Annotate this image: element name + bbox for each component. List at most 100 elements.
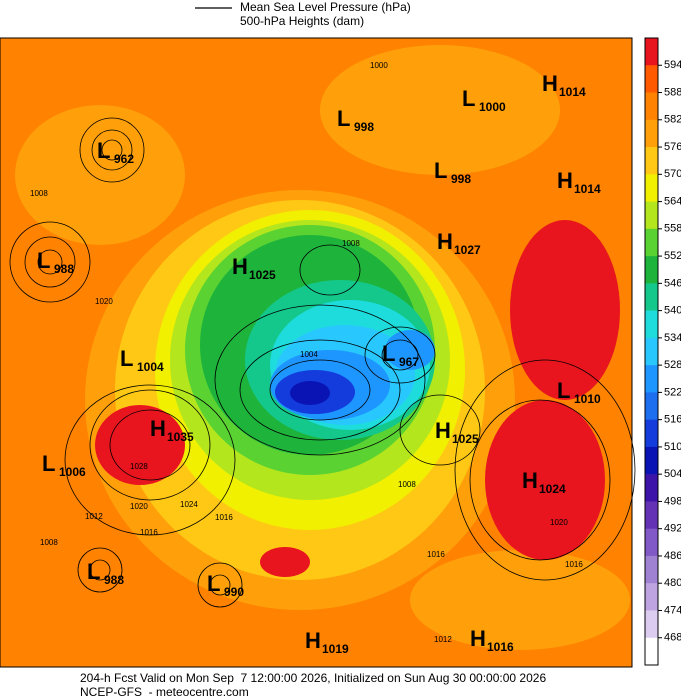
- colorbar-label: 504: [664, 468, 681, 480]
- center-value: 1027: [454, 243, 481, 257]
- colorbar-cell: [645, 528, 658, 557]
- colorbar-label: 570: [664, 168, 681, 180]
- height-field: [15, 105, 185, 245]
- center-value: 1004: [137, 360, 164, 374]
- center-value: 962: [114, 152, 134, 166]
- colorbar-label: 582: [664, 114, 681, 126]
- height-field: [485, 400, 605, 560]
- center-letter: L: [37, 248, 50, 273]
- center-value: 1025: [452, 432, 479, 446]
- center-letter: H: [435, 418, 451, 443]
- colorbar-label: 474: [664, 604, 681, 616]
- center-value: 990: [224, 585, 244, 599]
- colorbar-cell: [645, 392, 658, 420]
- center-letter: H: [437, 229, 453, 254]
- colorbar-label: 552: [664, 250, 681, 262]
- colorbar-cell: [645, 92, 658, 121]
- height-field: [510, 220, 620, 400]
- center-letter: H: [557, 168, 573, 193]
- map: [0, 37, 636, 668]
- colorbar-cell: [645, 610, 658, 639]
- map-frame: [0, 37, 633, 668]
- center-letter: L: [97, 138, 110, 163]
- colorbar-label: 558: [664, 223, 681, 235]
- colorbar-cell: [645, 583, 658, 611]
- center-letter: L: [207, 571, 220, 596]
- center-value: 1014: [574, 182, 601, 196]
- colorbar-cell: [645, 174, 658, 202]
- center-value: 1010: [574, 392, 601, 406]
- center-letter: L: [382, 341, 395, 366]
- colorbar-cell: [645, 555, 658, 584]
- center-value: 998: [451, 172, 471, 186]
- center-letter: H: [150, 416, 166, 441]
- colorbar: 594 588 582 576 570 564 558 552 546 540 534 528 522 5…: [644, 37, 681, 666]
- center-letter: H: [305, 628, 321, 653]
- colorbar-label: 564: [664, 195, 681, 207]
- center-letter: L: [337, 106, 350, 131]
- footer: NCEP-GFS - meteocentre.com: [80, 685, 249, 699]
- center-letter: L: [87, 559, 100, 584]
- isobar-label: 1016: [215, 513, 233, 522]
- colorbar-label: 468: [664, 632, 681, 644]
- center-value: 1016: [487, 640, 514, 654]
- isobar-label: 1004: [300, 350, 318, 359]
- isobar-label: 1008: [398, 480, 416, 489]
- colorbar-cell: [645, 310, 658, 339]
- isobar-label: 1016: [427, 550, 445, 559]
- isobar-label: 1008: [30, 189, 48, 198]
- height-field: [410, 550, 630, 650]
- colorbar-cell: [645, 446, 658, 475]
- footer: 204-h Fcst Valid on Mon Sep 7 12:00:00 2…: [80, 671, 546, 685]
- center-value: 1014: [559, 85, 586, 99]
- center-value: 967: [399, 355, 419, 369]
- isobar-label: 1020: [550, 518, 568, 527]
- isobar-label: 1012: [85, 512, 103, 521]
- center-value: 1019: [322, 642, 349, 656]
- height-field: [320, 45, 560, 175]
- colorbar-label: 486: [664, 550, 681, 562]
- colorbar-label: 594: [664, 59, 681, 71]
- isobar-labels: 1000 1008 1008 1020 1004 1028 1020 1024 1016 1016…: [30, 61, 583, 644]
- center-letter: L: [120, 346, 133, 371]
- colorbar-cell: [645, 65, 658, 93]
- center-value: 998: [354, 120, 374, 134]
- isobar-label: 1024: [180, 500, 198, 509]
- center-value: 988: [54, 262, 74, 276]
- height-field: [290, 381, 330, 405]
- height-field: [95, 405, 185, 485]
- center-letter: H: [232, 254, 248, 279]
- colorbar-cell: [645, 147, 658, 175]
- isobar-label: 1016: [565, 560, 583, 569]
- colorbar-cell: [645, 474, 658, 502]
- colorbar-label: 516: [664, 414, 681, 426]
- colorbar-label: 528: [664, 359, 681, 371]
- colorbar-label: 540: [664, 305, 681, 317]
- colorbar-frame: [644, 37, 659, 666]
- colorbar-label: 522: [664, 386, 681, 398]
- colorbar-label: 576: [664, 141, 681, 153]
- colorbar-cell: [645, 256, 658, 284]
- legend-label: 500-hPa Heights (dam): [240, 14, 364, 28]
- colorbar-cell: [645, 119, 658, 148]
- colorbar-cell: [645, 228, 658, 257]
- isobar-label: 1008: [342, 239, 360, 248]
- colorbar-label: 534: [664, 332, 681, 344]
- colorbar-cell: [645, 365, 658, 393]
- colorbar-cell: [645, 501, 658, 529]
- center-letter: H: [522, 468, 538, 493]
- colorbar-label: 588: [664, 86, 681, 98]
- center-letter: L: [557, 378, 570, 403]
- center-letter: L: [42, 451, 55, 476]
- colorbar-label: 510: [664, 441, 681, 453]
- center-value: 1025: [249, 268, 276, 282]
- colorbar-cell: [645, 637, 658, 666]
- colorbar-label: 492: [664, 523, 681, 535]
- center-value: 1035: [167, 430, 194, 444]
- isobars: [9, 117, 636, 608]
- colorbar-cell: [645, 201, 658, 230]
- height-field: [260, 547, 310, 577]
- colorbar-cell: [645, 337, 658, 366]
